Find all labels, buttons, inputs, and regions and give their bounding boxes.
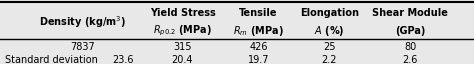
Text: 315: 315 <box>173 42 192 52</box>
Text: Yield Stress: Yield Stress <box>150 8 215 18</box>
Text: 2.2: 2.2 <box>322 55 337 64</box>
Text: 20.4: 20.4 <box>172 55 193 64</box>
Text: (GPa): (GPa) <box>395 26 425 36</box>
Text: $R_m$ (MPa): $R_m$ (MPa) <box>233 24 283 38</box>
Text: Tensile: Tensile <box>239 8 278 18</box>
Text: Elongation: Elongation <box>300 8 359 18</box>
Text: Standard deviation: Standard deviation <box>5 55 98 64</box>
Text: Density (kg/m$^3$): Density (kg/m$^3$) <box>39 14 127 30</box>
Text: 7837: 7837 <box>71 42 95 52</box>
Text: 19.7: 19.7 <box>247 55 269 64</box>
Text: $R_{p0.2}$ (MPa): $R_{p0.2}$ (MPa) <box>153 23 212 38</box>
Text: 2.6: 2.6 <box>402 55 418 64</box>
Text: 23.6: 23.6 <box>112 55 134 64</box>
Text: $A$ (%): $A$ (%) <box>314 24 345 38</box>
Text: 25: 25 <box>323 42 336 52</box>
Text: 426: 426 <box>249 42 268 52</box>
Text: 80: 80 <box>404 42 416 52</box>
Text: Shear Module: Shear Module <box>372 8 448 18</box>
